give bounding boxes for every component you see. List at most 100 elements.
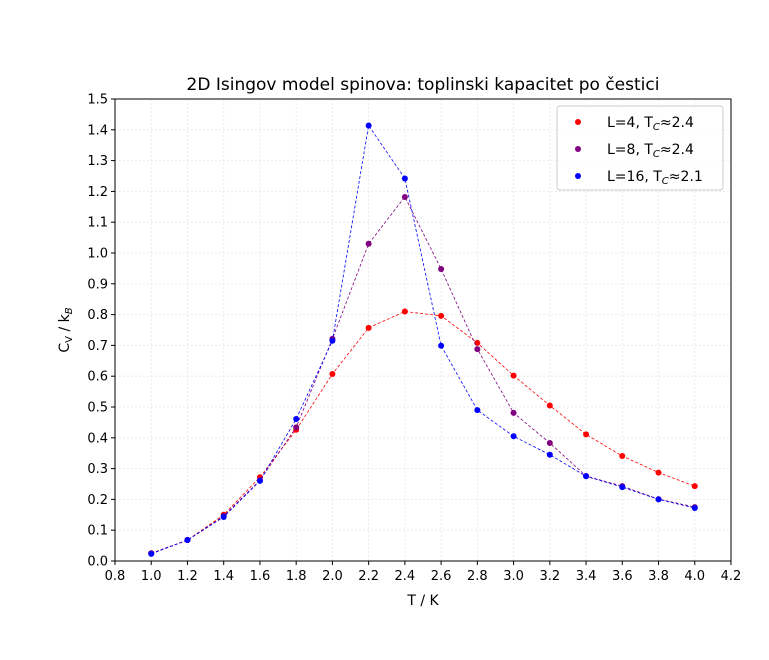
legend-name-sub: C (662, 176, 669, 187)
legend-name-rest: ≈2.1 (669, 169, 703, 185)
data-point (510, 372, 517, 379)
legend-name: L=16, T (607, 169, 662, 185)
data-point (546, 402, 553, 409)
data-point (438, 312, 445, 319)
y-tick-label: 0.4 (87, 431, 108, 446)
x-tick-label: 3.8 (648, 569, 669, 584)
y-tick-label: 0.0 (87, 555, 108, 570)
y-tick-label: 1.3 (87, 154, 108, 169)
plot-frame (114, 98, 732, 562)
y-tick-label: 1.5 (87, 93, 108, 108)
legend-box (556, 105, 724, 191)
y-label-sub1: V (64, 336, 75, 343)
x-tick-label: 3.4 (576, 569, 597, 584)
y-axis: 0.0 0.1 0.2 0.3 0.4 0.5 0.6 0.7 0.8 0.9 1.0 1.1 1.2 1… (87, 93, 115, 570)
x-tick-label: 4.0 (684, 569, 705, 584)
x-tick-label: 1.0 (141, 569, 162, 584)
data-point (329, 337, 336, 344)
data-point (691, 483, 698, 490)
data-point (583, 473, 590, 480)
x-tick-label: 1.4 (213, 569, 234, 584)
data-point (365, 122, 372, 129)
x-tick-label: 0.8 (105, 569, 126, 584)
data-point (401, 193, 408, 200)
x-tick-label: 2.2 (358, 569, 379, 584)
series-1 (148, 193, 698, 557)
legend-name-sub: C (653, 122, 660, 133)
data-point (510, 433, 517, 440)
legend-marker (575, 119, 581, 125)
data-point (401, 175, 408, 182)
chart-title: 2D Isingov model spinova: toplinski kapa… (187, 75, 660, 95)
x-tick-label: 3.0 (503, 569, 524, 584)
legend-name: L=4, T (607, 115, 653, 131)
data-point (438, 266, 445, 273)
data-point (474, 407, 481, 414)
x-tick-label: 1.8 (286, 569, 307, 584)
legend-entry: L=8, TC≈2.4 (607, 142, 694, 160)
data-point (619, 484, 626, 491)
y-tick-label: 0.5 (87, 401, 108, 416)
y-tick-label: 1.1 (87, 216, 108, 231)
y-tick-label: 0.8 (87, 308, 108, 323)
y-label-sub2: B (64, 307, 75, 314)
legend: L=4, TC≈2.4L=8, TC≈2.4L=16, TC≈2.1 (556, 105, 724, 191)
legend-entry: L=16, TC≈2.1 (607, 169, 703, 187)
data-point (256, 477, 263, 484)
y-tick-label: 0.9 (87, 277, 108, 292)
x-axis: 0.8 1.0 1.2 1.4 1.6 1.8 2.0 2.2 2.4 2.6 2.8 3.0 3.2 3… (105, 561, 742, 584)
x-tick-label: 1.6 (250, 569, 271, 584)
data-point (329, 371, 336, 378)
legend-marker (575, 146, 581, 152)
data-point (510, 409, 517, 416)
x-tick-label: 1.2 (177, 569, 198, 584)
y-label-mid: / k (57, 313, 73, 336)
data-point (546, 451, 553, 458)
data-point (293, 424, 300, 431)
data-point (365, 324, 372, 331)
data-point (220, 513, 227, 520)
y-tick-label: 0.3 (87, 462, 108, 477)
x-tick-label: 2.0 (322, 569, 343, 584)
series-line (151, 196, 695, 554)
y-tick-label: 1.2 (87, 185, 108, 200)
series-layer (148, 122, 698, 557)
series-line (151, 311, 695, 554)
data-point (293, 416, 300, 423)
data-point (583, 431, 590, 438)
y-tick-label: 0.1 (87, 524, 108, 539)
data-point (474, 346, 481, 353)
data-point (655, 496, 662, 503)
x-tick-label: 2.8 (467, 569, 488, 584)
data-point (438, 342, 445, 349)
data-point (365, 240, 372, 247)
series-line (151, 124, 695, 555)
y-tick-label: 0.2 (87, 493, 108, 508)
x-tick-label: 2.4 (395, 569, 416, 584)
x-tick-label: 2.6 (431, 569, 452, 584)
y-tick-label: 1.0 (87, 247, 108, 262)
y-axis-label: CV / kB (57, 307, 75, 352)
data-point (546, 440, 553, 447)
legend-name: L=8, T (607, 142, 653, 158)
data-point (619, 452, 626, 459)
y-tick-label: 0.6 (87, 370, 108, 385)
legend-entry: L=4, TC≈2.4 (607, 115, 694, 133)
legend-name-rest: ≈2.4 (660, 115, 694, 131)
legend-name-rest: ≈2.4 (660, 142, 694, 158)
x-tick-label: 4.2 (721, 569, 742, 584)
x-tick-label: 3.6 (612, 569, 633, 584)
legend-marker (575, 173, 581, 179)
x-tick-label: 3.2 (539, 569, 560, 584)
data-point (474, 339, 481, 346)
data-point (691, 505, 698, 512)
legend-name-sub: C (653, 149, 660, 160)
y-tick-label: 1.4 (87, 123, 108, 138)
y-tick-label: 0.7 (87, 339, 108, 354)
x-axis-label: T / K (406, 593, 439, 609)
y-label-main: C (57, 343, 73, 353)
series-2 (148, 122, 698, 557)
data-point (148, 550, 155, 557)
data-point (655, 469, 662, 476)
